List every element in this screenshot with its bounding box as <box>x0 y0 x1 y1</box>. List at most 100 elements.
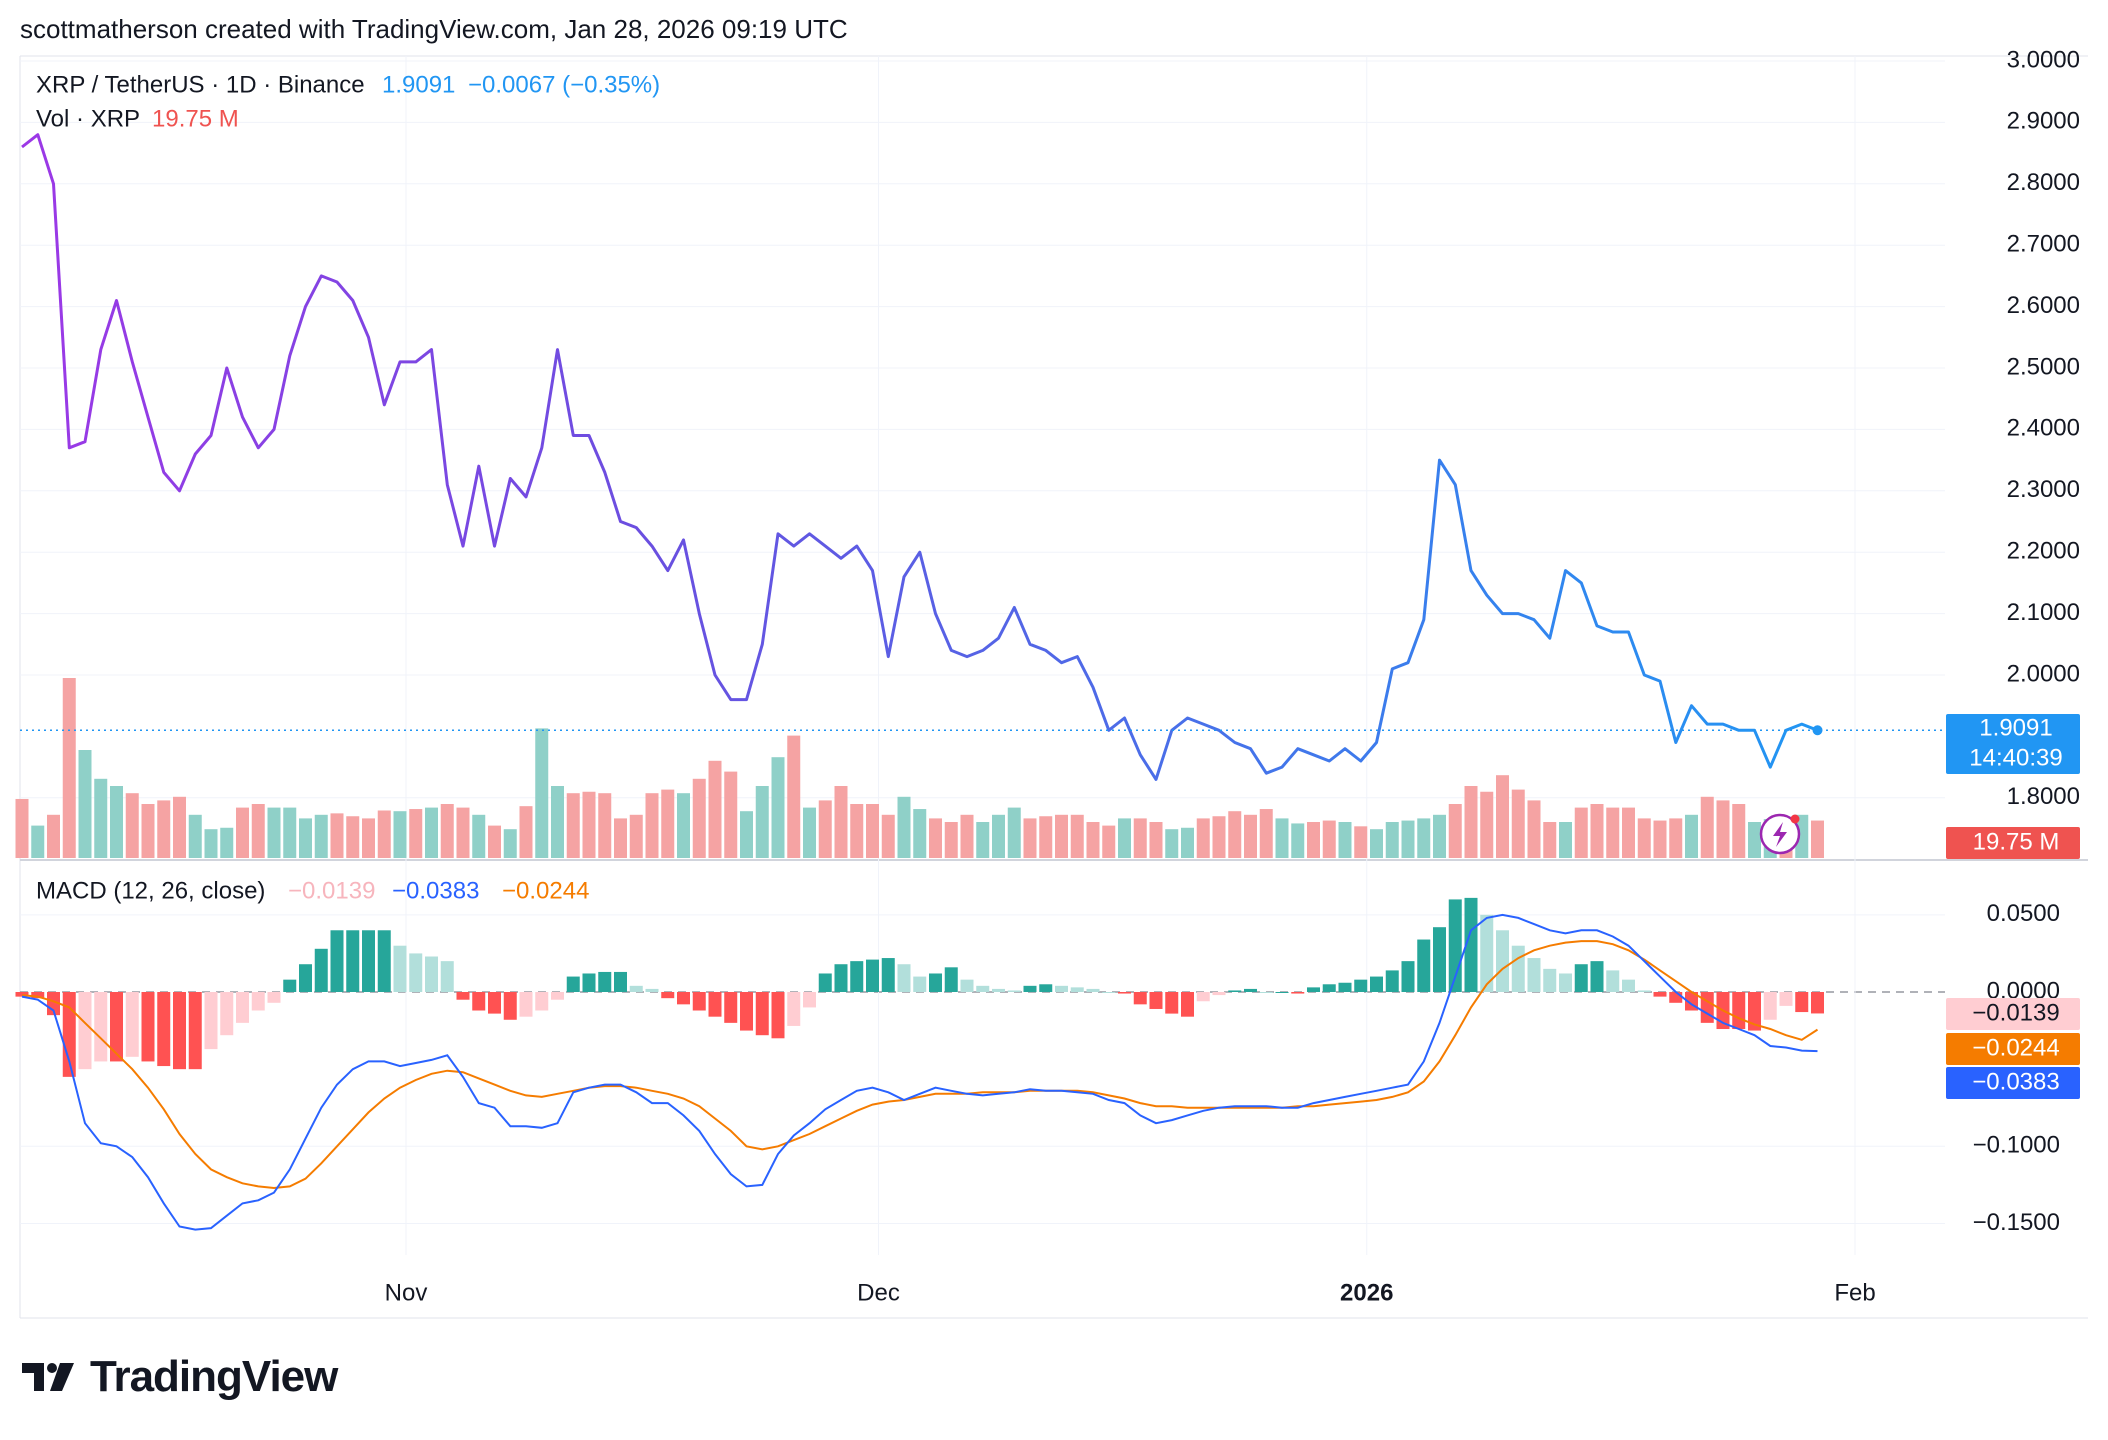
volume-bar <box>1244 814 1257 858</box>
macd-histogram-bar <box>1102 992 1116 993</box>
volume-bar <box>992 814 1005 858</box>
volume-bar <box>346 816 360 858</box>
volume-bar <box>566 793 580 858</box>
macd-tick-label: −0.1500 <box>1973 1209 2060 1236</box>
volume-bar <box>834 786 848 858</box>
macd-histogram-bar <box>173 992 186 1070</box>
volume-bar <box>787 735 801 858</box>
macd-histogram-bar <box>787 992 801 1026</box>
macd-histogram-bar <box>519 992 533 1017</box>
macd-histogram-bar <box>456 992 470 1000</box>
volume-bar <box>314 814 328 858</box>
volume-bar <box>188 814 202 858</box>
volume-bar <box>78 750 92 858</box>
macd-histogram-bar <box>1653 992 1667 997</box>
macd-histogram-bar <box>1606 970 1620 992</box>
volume-bar <box>519 806 533 858</box>
volume-bar <box>362 818 375 858</box>
price-tick-label: 1.8000 <box>2007 783 2080 810</box>
macd-signal-line <box>21 940 1819 1190</box>
price-tick-label: 2.4000 <box>2007 415 2080 442</box>
volume-bar <box>204 829 218 858</box>
macd-histogram-bar <box>1055 985 1068 992</box>
macd-histogram-bar <box>881 958 895 992</box>
volume-bar <box>1543 822 1557 858</box>
macd-histogram-bar <box>803 992 816 1008</box>
macd-histogram-bar <box>1039 984 1053 992</box>
macd-histogram-bar <box>1401 961 1415 992</box>
volume-bar <box>1023 818 1037 858</box>
volume-bar <box>692 778 706 858</box>
legend-symbol: XRP / TetherUS · 1D · Binance <box>36 71 365 98</box>
price-tick-label: 2.5000 <box>2007 353 2080 380</box>
macd-histogram-bar <box>1133 992 1147 1005</box>
price-tick-label: 2.1000 <box>2007 599 2080 626</box>
price-series-line <box>21 133 1819 781</box>
macd-signal-badge-bg <box>1946 1033 2080 1065</box>
price-tick-label: 2.0000 <box>2007 660 2080 687</box>
legend-vol-label: Vol · XRP <box>36 105 140 132</box>
macd-histogram-bar <box>944 967 958 992</box>
volume-bar <box>299 818 312 858</box>
volume-bar <box>110 786 123 858</box>
legend-macd-signal: −0.0244 <box>502 877 589 904</box>
macd-histogram-bar <box>1007 990 1021 992</box>
volume-bar <box>803 807 816 858</box>
macd-histogram-bar <box>566 976 580 992</box>
volume-bar <box>488 825 501 858</box>
volume-bar <box>1133 818 1147 858</box>
volume-bar <box>173 796 186 858</box>
volume-bar <box>661 789 675 858</box>
macd-histogram-bar <box>1149 992 1163 1009</box>
macd-histogram-bar <box>1779 992 1793 1006</box>
volume-bar <box>1732 804 1746 858</box>
macd-histogram-bar <box>125 992 139 1057</box>
last-price-dot <box>1812 725 1823 736</box>
macd-histogram-bar <box>677 992 690 1005</box>
volume-bar <box>409 809 423 858</box>
macd-histogram-bar <box>992 988 1005 992</box>
tradingview-logo[interactable]: TradingView <box>22 1352 338 1402</box>
time-axis-label: 2026 <box>1340 1279 1393 1306</box>
volume-bar <box>1385 822 1399 858</box>
volume-bar <box>1149 822 1163 858</box>
volume-bar <box>1196 818 1210 858</box>
volume-bar <box>251 804 265 858</box>
volume-bar <box>1181 827 1194 858</box>
legend-macd-label: MACD (12, 26, close) <box>36 877 265 904</box>
volume-bar <box>1606 807 1620 858</box>
macd-histogram-bar <box>1322 984 1336 992</box>
volume-bar <box>724 771 738 858</box>
volume-bar <box>47 814 60 858</box>
lightning-glyph <box>1773 822 1787 847</box>
macd-histogram-bar <box>236 992 249 1023</box>
macd-histogram-bar <box>299 964 312 992</box>
volume-bar <box>1448 804 1462 858</box>
macd-histogram-bar <box>1417 939 1431 992</box>
volume-bar <box>850 804 864 858</box>
macd-histogram-bar <box>267 992 281 1003</box>
macd-histogram-bar <box>409 953 423 992</box>
replay-lightning-icon[interactable] <box>1759 813 1801 855</box>
macd-histogram-bar <box>15 992 29 997</box>
volume-bar <box>1574 807 1588 858</box>
volume-bar <box>771 757 785 858</box>
macd-histogram-bar <box>330 930 344 992</box>
macd-histogram-bar <box>1118 992 1131 994</box>
volume-bar <box>1275 818 1289 858</box>
macd-histogram-bar <box>1543 968 1557 992</box>
volume-bar <box>94 778 108 858</box>
price-tick-label: 2.3000 <box>2007 476 2080 503</box>
macd-histogram-bar <box>503 992 517 1020</box>
macd-histogram-bar <box>913 976 927 992</box>
macd-value-badge-bg <box>1946 1067 2080 1099</box>
volume-bar <box>125 793 139 858</box>
macd-histogram-bar <box>724 992 738 1023</box>
volume-bar <box>1464 786 1478 858</box>
macd-histogram-bar <box>661 992 675 999</box>
macd-histogram-bar <box>598 971 612 992</box>
volume-bar <box>1165 829 1179 858</box>
notification-dot <box>1790 814 1800 824</box>
macd-histogram-bar <box>488 992 501 1014</box>
